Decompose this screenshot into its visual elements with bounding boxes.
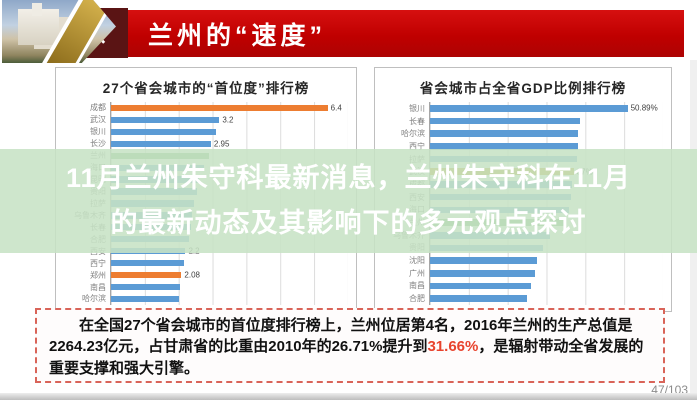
bar-row: 哈尔滨	[60, 293, 348, 305]
bar-track	[429, 266, 663, 280]
bar	[111, 271, 182, 279]
bar-row: 沈阳	[379, 254, 663, 267]
chart-title: 27个省会城市的“首位度”排行榜	[102, 81, 310, 96]
note-text: ，是辐射带动全省发展的重要支撑和强大引擎。	[49, 338, 644, 377]
value-label: 2.08	[184, 270, 200, 280]
bar-track	[429, 127, 663, 141]
bar	[111, 295, 179, 303]
category-label: 合肥	[409, 294, 425, 304]
bar	[430, 282, 531, 290]
category-label: 南昌	[409, 281, 425, 291]
category-label: 银川	[90, 127, 106, 137]
bar	[111, 260, 184, 267]
bar-row: 长春	[379, 114, 663, 128]
tower-shape	[31, 2, 42, 17]
category-label: 银川	[409, 103, 425, 113]
bar-track	[110, 257, 348, 270]
watermark-line-2: 的最新动态及其影响下的多元观点探讨	[110, 208, 587, 238]
category-label: 武汉	[90, 115, 106, 125]
bar	[111, 128, 216, 135]
category-label: 西宁	[90, 258, 106, 268]
bar-row: 银川 50.89%	[379, 102, 663, 115]
summary-note-box: 在全国27个省会城市的首位度排行榜上，兰州位居第4名，2016年兰州的生产总值是…	[35, 308, 665, 383]
bar	[111, 116, 220, 123]
category-label: 哈尔滨	[401, 129, 425, 139]
category-label: 广州	[409, 268, 425, 278]
bar-track: 2.08	[110, 269, 348, 282]
bar-row: 长沙 2.95	[60, 137, 348, 150]
value-label: 2.95	[213, 139, 230, 149]
title-bar: 兰州的“速度”	[128, 10, 684, 57]
logo-photo	[2, 0, 116, 63]
bar-track	[110, 293, 348, 305]
bar-track	[429, 254, 663, 267]
category-label: 沈阳	[409, 256, 425, 266]
chart-title: 省会城市占全省GDP比例排行榜	[419, 81, 627, 96]
bar-row: 郑州 2.08	[60, 269, 348, 282]
bar-row: 成都 6.4	[60, 102, 348, 114]
bar-track	[110, 125, 348, 138]
bar	[430, 295, 528, 302]
bar	[111, 140, 211, 147]
bar	[111, 104, 328, 112]
bar-row: 广州	[379, 266, 663, 280]
bar-row: 合肥	[379, 292, 663, 305]
bar-row: 南昌	[379, 279, 663, 293]
value-label: 50.89%	[630, 103, 658, 113]
bar	[111, 283, 181, 291]
bar-row: 南昌	[60, 281, 348, 293]
value-label: 6.4	[330, 103, 342, 113]
bar-row: 西宁	[60, 257, 348, 270]
bar-row: 哈尔滨	[379, 127, 663, 141]
bar	[430, 130, 579, 137]
bar	[430, 105, 628, 112]
category-label: 南昌	[90, 282, 106, 292]
bar-row: 武汉 3.2	[60, 113, 348, 126]
bar-track: 3.2	[110, 113, 348, 126]
note-text: 在全国27个省会城市的首位度排行榜上，兰州位居第4名，2016年兰州的生产总值是…	[49, 317, 633, 356]
category-label: 成都	[90, 103, 106, 113]
bar	[430, 143, 578, 150]
value-label: 3.2	[222, 115, 234, 125]
watermark-line-1: 11月兰州朱守科最新消息，兰州朱守科在11月	[65, 163, 632, 194]
bar	[430, 269, 535, 277]
bar-track	[429, 292, 663, 305]
bar-track	[429, 279, 663, 293]
bar	[430, 257, 537, 264]
bar-row: 银川	[60, 125, 348, 138]
category-label: 西宁	[409, 141, 425, 151]
highlighted-percentage: 31.66%	[427, 338, 479, 356]
bar-track	[429, 114, 663, 128]
category-label: 哈尔滨	[82, 294, 106, 304]
category-label: 长沙	[90, 139, 106, 149]
bar-track: 6.4	[110, 102, 348, 114]
bar-track	[110, 281, 348, 293]
category-label: 长春	[409, 116, 425, 126]
watermark-overlay: 11月兰州朱守科最新消息，兰州朱守科在11月 的最新动态及其影响下的多元观点探讨	[0, 149, 697, 253]
slide-title: 兰州的“速度”	[148, 21, 327, 50]
bar	[430, 117, 581, 125]
window-edge-bottom	[0, 393, 697, 400]
category-label: 郑州	[90, 270, 106, 280]
bar-track: 50.89%	[429, 102, 663, 115]
bar-track: 2.95	[110, 137, 348, 150]
